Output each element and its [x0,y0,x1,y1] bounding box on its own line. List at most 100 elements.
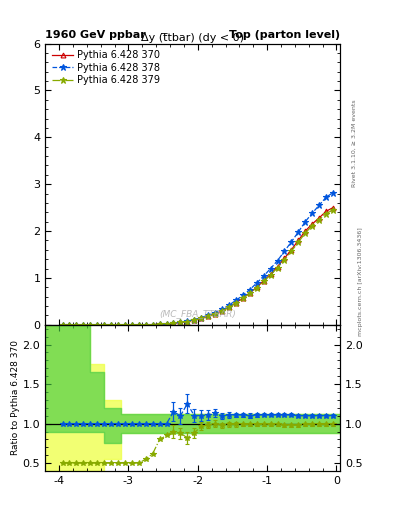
Pythia 6.428 379 [275,265,280,271]
Line: Pythia 6.428 378: Pythia 6.428 378 [59,189,336,328]
Pythia 6.428 379 [116,322,120,328]
Text: Rivet 3.1.10, ≥ 3.2M events: Rivet 3.1.10, ≥ 3.2M events [352,99,357,187]
Pythia 6.428 378 [136,322,141,328]
Line: Pythia 6.428 379: Pythia 6.428 379 [59,207,336,328]
Pythia 6.428 379 [317,217,321,223]
Pythia 6.428 370 [213,311,217,317]
Pythia 6.428 379 [220,308,224,314]
Pythia 6.428 379 [143,322,148,328]
Pythia 6.428 378 [206,312,211,318]
Pythia 6.428 379 [303,230,308,236]
Pythia 6.428 379 [324,210,329,217]
Pythia 6.428 378 [220,306,224,312]
Pythia 6.428 370 [116,322,120,328]
Pythia 6.428 378 [261,273,266,279]
Pythia 6.428 379 [130,322,134,328]
Pythia 6.428 378 [151,322,155,328]
Pythia 6.428 379 [206,313,211,319]
Pythia 6.428 379 [74,322,79,328]
Pythia 6.428 370 [227,304,231,310]
Pythia 6.428 370 [164,321,169,327]
Legend: Pythia 6.428 370, Pythia 6.428 378, Pythia 6.428 379: Pythia 6.428 370, Pythia 6.428 378, Pyth… [50,48,162,87]
Pythia 6.428 378 [143,322,148,328]
Pythia 6.428 370 [130,322,134,328]
Pythia 6.428 379 [109,322,114,328]
Pythia 6.428 378 [310,210,314,216]
Pythia 6.428 378 [178,319,183,325]
Pythia 6.428 370 [199,315,204,322]
Pythia 6.428 379 [136,322,141,328]
Pythia 6.428 378 [109,322,114,328]
Pythia 6.428 370 [275,264,280,270]
Pythia 6.428 379 [67,322,72,328]
Pythia 6.428 378 [192,316,196,323]
Pythia 6.428 370 [178,319,183,326]
Pythia 6.428 379 [248,290,252,296]
Pythia 6.428 378 [227,302,231,308]
Pythia 6.428 378 [185,318,190,324]
Pythia 6.428 370 [233,300,238,306]
Pythia 6.428 370 [185,318,190,325]
Pythia 6.428 378 [303,219,308,225]
Pythia 6.428 379 [151,322,155,328]
Pythia 6.428 378 [95,322,99,328]
Pythia 6.428 379 [157,321,162,327]
Pythia 6.428 370 [157,321,162,327]
Pythia 6.428 378 [241,292,245,298]
Pythia 6.428 378 [268,265,273,271]
Pythia 6.428 378 [199,314,204,321]
Pythia 6.428 378 [123,322,127,328]
Pythia 6.428 370 [282,255,287,261]
Pythia 6.428 379 [261,279,266,285]
Pythia 6.428 379 [310,223,314,229]
Pythia 6.428 370 [303,228,308,234]
Pythia 6.428 370 [81,322,86,328]
Pythia 6.428 379 [331,207,335,213]
Pythia 6.428 379 [164,321,169,327]
Pythia 6.428 370 [261,278,266,284]
Pythia 6.428 370 [331,204,335,210]
Pythia 6.428 370 [95,322,99,328]
Pythia 6.428 379 [254,285,259,291]
Pythia 6.428 370 [171,321,176,327]
Pythia 6.428 378 [81,322,86,328]
Pythia 6.428 379 [213,311,217,317]
Pythia 6.428 370 [289,247,294,253]
Pythia 6.428 378 [171,320,176,326]
Pythia 6.428 379 [185,318,190,325]
Pythia 6.428 378 [164,321,169,327]
Pythia 6.428 370 [324,208,329,215]
Pythia 6.428 370 [317,215,321,221]
Pythia 6.428 378 [254,280,259,286]
Pythia 6.428 370 [220,308,224,314]
Pythia 6.428 378 [331,189,335,196]
Pythia 6.428 370 [206,313,211,319]
Pythia 6.428 378 [282,248,287,254]
Pythia 6.428 378 [67,322,72,328]
Pythia 6.428 379 [88,322,93,328]
Pythia 6.428 378 [296,229,301,235]
Text: Top (parton level): Top (parton level) [229,30,340,40]
Pythia 6.428 378 [213,310,217,316]
Pythia 6.428 378 [102,322,107,328]
Pythia 6.428 370 [88,322,93,328]
Pythia 6.428 370 [109,322,114,328]
Pythia 6.428 379 [60,322,65,328]
Pythia 6.428 378 [289,239,294,245]
Pythia 6.428 370 [241,295,245,301]
Pythia 6.428 378 [88,322,93,328]
Pythia 6.428 378 [233,297,238,304]
Line: Pythia 6.428 370: Pythia 6.428 370 [60,205,336,327]
Pythia 6.428 379 [289,248,294,254]
Pythia 6.428 379 [241,295,245,302]
Pythia 6.428 378 [60,322,65,328]
Pythia 6.428 370 [123,322,127,328]
Pythia 6.428 370 [296,238,301,244]
Pythia 6.428 370 [254,284,259,290]
Pythia 6.428 370 [60,322,65,328]
Pythia 6.428 378 [275,258,280,264]
Pythia 6.428 378 [317,202,321,208]
Pythia 6.428 379 [171,321,176,327]
Pythia 6.428 379 [102,322,107,328]
Pythia 6.428 379 [227,304,231,310]
